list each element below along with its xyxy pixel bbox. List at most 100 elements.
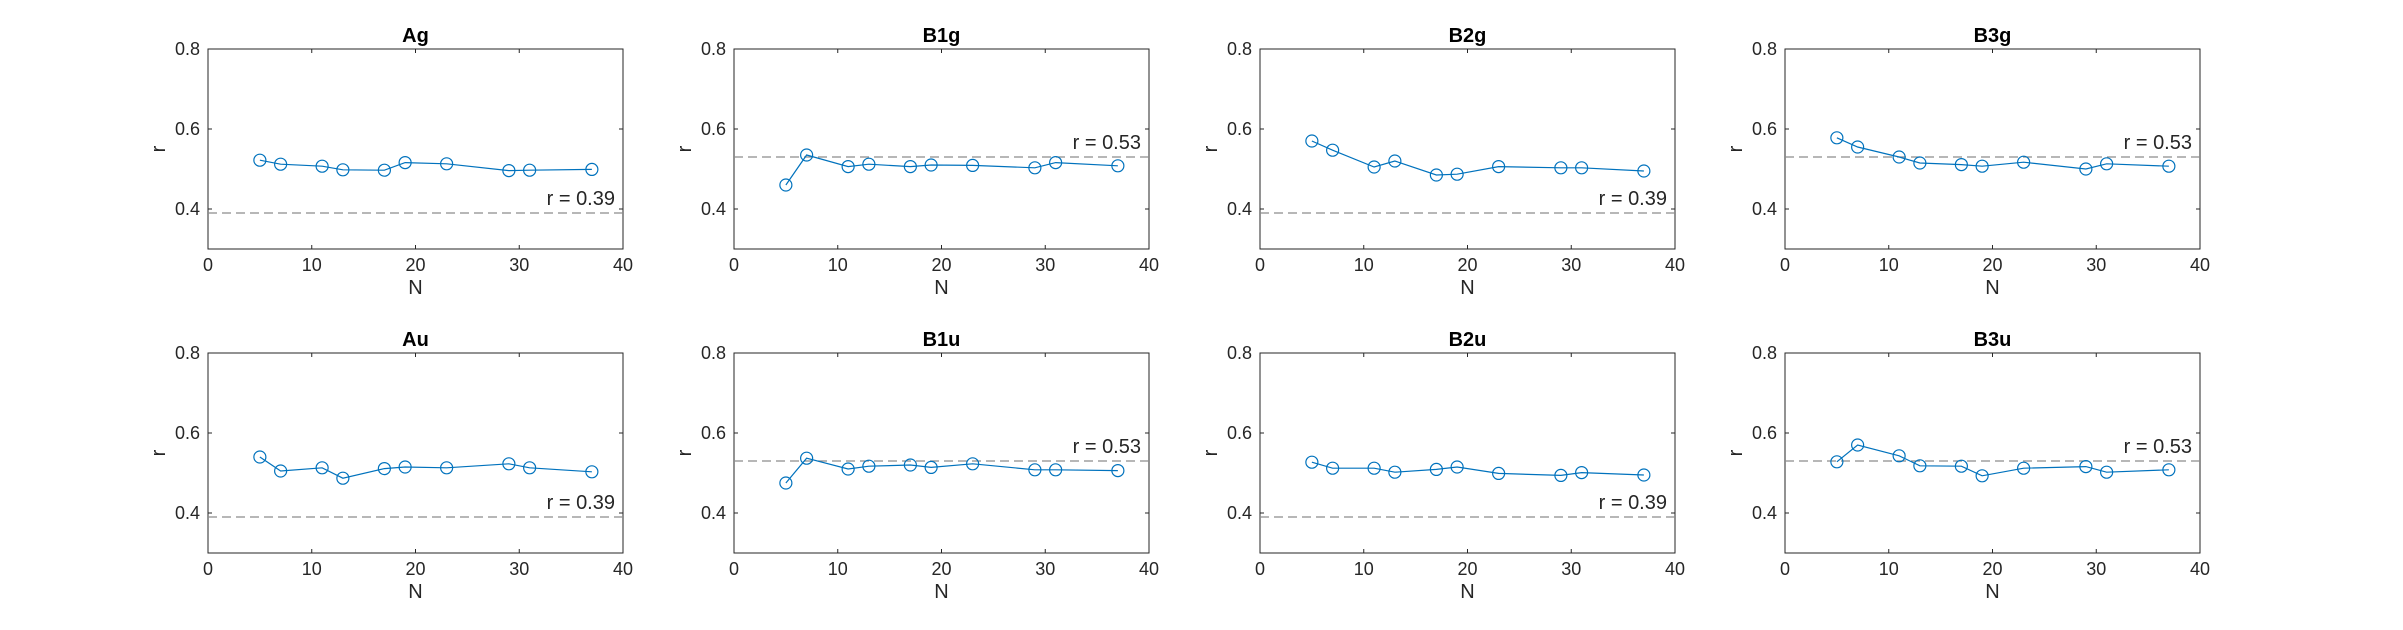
data-point	[779, 178, 793, 192]
data-point	[1326, 143, 1340, 157]
data-point	[336, 163, 350, 177]
x-tick-label: 0	[203, 255, 213, 275]
series-line	[785, 457, 1118, 484]
data-point	[779, 476, 793, 490]
series-line	[259, 456, 592, 479]
reference-line-label: r = 0.39	[547, 188, 615, 210]
x-tick-label: 10	[1879, 255, 1899, 275]
data-point	[377, 163, 391, 177]
y-axis-label: r	[148, 145, 170, 152]
axes-box	[733, 48, 1150, 250]
subplot-title: Ag	[402, 25, 429, 47]
x-axis-label: N	[408, 277, 422, 299]
data-point	[800, 451, 814, 465]
data-point	[253, 153, 267, 167]
x-tick-label: 0	[729, 559, 739, 579]
x-axis-label: N	[408, 581, 422, 603]
data-point	[1575, 466, 1589, 480]
x-tick-label: 30	[2086, 559, 2106, 579]
x-tick-label: 10	[302, 255, 322, 275]
data-point	[440, 461, 454, 475]
y-tick-label: 0.4	[701, 503, 726, 523]
series-line	[1836, 137, 2169, 170]
data-point	[274, 157, 288, 171]
x-axis-label: N	[1460, 277, 1474, 299]
series-line	[1311, 140, 1644, 176]
y-tick-label: 0.8	[701, 343, 726, 363]
data-point	[1450, 167, 1464, 181]
reference-line-label: r = 0.53	[1073, 132, 1141, 154]
x-tick-label: 30	[1561, 255, 1581, 275]
data-point	[1892, 449, 1906, 463]
x-tick-label: 20	[1982, 559, 2002, 579]
x-tick-label: 0	[1780, 255, 1790, 275]
reference-line-label: r = 0.53	[2124, 132, 2192, 154]
y-tick-label: 0.8	[1752, 343, 1777, 363]
subplot-title: B2g	[1449, 25, 1487, 47]
data-point	[1450, 460, 1464, 474]
data-point	[1913, 459, 1927, 473]
x-tick-label: 10	[1354, 559, 1374, 579]
y-tick-label: 0.4	[1227, 199, 1252, 219]
y-tick-label: 0.8	[1752, 39, 1777, 59]
x-tick-label: 20	[1982, 255, 2002, 275]
data-point	[1575, 161, 1589, 175]
y-axis-label: r	[1200, 449, 1222, 456]
x-axis-label: N	[934, 581, 948, 603]
x-tick-label: 20	[1457, 559, 1477, 579]
data-point	[2162, 463, 2176, 477]
x-tick-label: 0	[729, 255, 739, 275]
reference-line-label: r = 0.39	[1599, 492, 1667, 514]
x-tick-label: 0	[1780, 559, 1790, 579]
data-point	[1975, 159, 1989, 173]
data-point	[862, 459, 876, 473]
axes-box	[1259, 352, 1676, 554]
data-point	[1305, 134, 1319, 148]
y-tick-label: 0.8	[701, 39, 726, 59]
data-point	[1830, 131, 1844, 145]
data-point	[903, 458, 917, 472]
x-tick-label: 40	[1665, 559, 1685, 579]
y-axis-label: r	[1725, 145, 1747, 152]
data-point	[1637, 164, 1651, 178]
data-point	[1111, 159, 1125, 173]
data-point	[1954, 459, 1968, 473]
y-tick-label: 0.6	[701, 423, 726, 443]
x-tick-label: 0	[203, 559, 213, 579]
data-point	[1429, 168, 1443, 182]
y-tick-label: 0.6	[1752, 119, 1777, 139]
x-tick-label: 10	[1354, 255, 1374, 275]
data-point	[924, 158, 938, 172]
data-point	[1830, 455, 1844, 469]
y-tick-label: 0.4	[175, 503, 200, 523]
y-axis-label: r	[148, 449, 170, 456]
data-point	[1028, 161, 1042, 175]
y-axis-label: r	[674, 449, 696, 456]
x-tick-label: 20	[405, 255, 425, 275]
data-point	[1388, 465, 1402, 479]
x-tick-label: 20	[1457, 255, 1477, 275]
data-point	[585, 162, 599, 176]
x-tick-label: 30	[509, 559, 529, 579]
data-point	[2100, 465, 2114, 479]
axes-box	[1784, 48, 2201, 250]
data-point	[924, 460, 938, 474]
x-tick-label: 30	[509, 255, 529, 275]
y-tick-label: 0.4	[1752, 503, 1777, 523]
y-axis-label: r	[1200, 145, 1222, 152]
x-tick-label: 30	[1561, 559, 1581, 579]
data-point	[1388, 154, 1402, 168]
x-tick-label: 30	[2086, 255, 2106, 275]
y-tick-label: 0.6	[1227, 423, 1252, 443]
data-point	[2079, 460, 2093, 474]
axes-box	[1259, 48, 1676, 250]
data-point	[903, 160, 917, 174]
x-tick-label: 20	[931, 255, 951, 275]
y-axis-label: r	[1725, 449, 1747, 456]
subplot-3: B3g 0 10 20 30 40 0.4 0.6 0.8 Nr r = 0.53	[1725, 25, 2210, 299]
data-point	[274, 464, 288, 478]
x-tick-label: 20	[931, 559, 951, 579]
data-point	[1954, 158, 1968, 172]
x-tick-label: 40	[1139, 255, 1159, 275]
